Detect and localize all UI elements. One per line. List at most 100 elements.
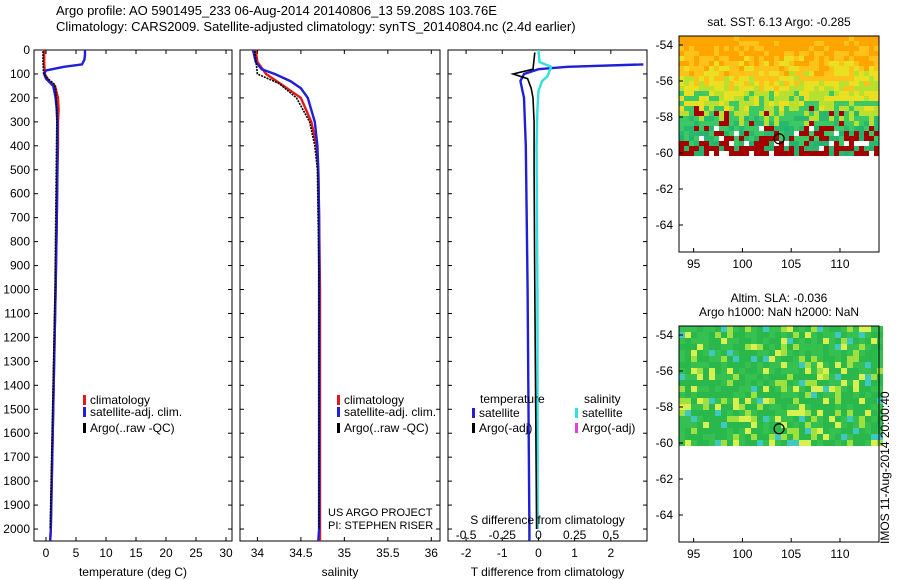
map-cell-sst bbox=[754, 96, 759, 101]
map-cell-sla bbox=[835, 428, 841, 434]
map-cell-sst bbox=[774, 51, 779, 56]
x-tick-label-top-difference: -0.25 bbox=[489, 528, 517, 542]
map-cell-sla bbox=[721, 398, 727, 404]
map-cell-sst bbox=[779, 116, 784, 121]
map-cell-sst bbox=[694, 76, 699, 81]
map-cell-sla bbox=[709, 434, 715, 440]
map-cell-sst bbox=[694, 91, 699, 96]
map-cell-sst bbox=[709, 106, 714, 111]
map-cell-sst bbox=[729, 106, 734, 111]
map-cell-sst bbox=[764, 81, 769, 86]
map-cell-sla bbox=[793, 380, 799, 386]
map-cell-sst bbox=[824, 106, 829, 111]
map-cell-sst bbox=[849, 56, 854, 61]
map-cell-sst bbox=[804, 151, 809, 156]
legend-temp-satellite-swatch bbox=[83, 407, 86, 417]
map-cell-sst bbox=[829, 116, 834, 121]
map-cell-sla bbox=[751, 416, 757, 422]
map-cell-sst bbox=[839, 36, 844, 41]
map-cell-sst bbox=[764, 46, 769, 51]
map-cell-sst bbox=[844, 116, 849, 121]
map-cell-sla bbox=[715, 368, 721, 374]
map-cell-sla bbox=[769, 344, 775, 350]
map-cell-sst bbox=[694, 106, 699, 111]
map-cell-sst bbox=[874, 36, 879, 41]
map-cell-sst bbox=[849, 86, 854, 91]
map-cell-sla bbox=[727, 350, 733, 356]
map-cell-sla bbox=[877, 374, 883, 380]
map-cell-sst bbox=[739, 91, 744, 96]
map-cell-sst bbox=[714, 51, 719, 56]
map-cell-sla bbox=[853, 386, 859, 392]
map-cell-sst bbox=[859, 121, 864, 126]
map-cell-sla bbox=[853, 344, 859, 350]
map-cell-sla bbox=[799, 422, 805, 428]
map-cell-sst bbox=[804, 126, 809, 131]
map-cell-sla bbox=[757, 386, 763, 392]
map-cell-sst bbox=[859, 61, 864, 66]
map-cell-sla bbox=[763, 398, 769, 404]
map-cell-sla bbox=[733, 386, 739, 392]
map-cell-sst bbox=[814, 111, 819, 116]
map-cell-sla bbox=[727, 392, 733, 398]
map-y-tick-label-sla: -60 bbox=[656, 436, 674, 450]
map-cell-sst bbox=[789, 66, 794, 71]
map-cell-sst bbox=[764, 56, 769, 61]
map-cell-sla bbox=[685, 368, 691, 374]
map-cell-sst bbox=[864, 121, 869, 126]
map-cell-sla bbox=[745, 368, 751, 374]
map-cell-sst bbox=[784, 56, 789, 61]
map-cell-sla bbox=[685, 404, 691, 410]
map-cell-sla bbox=[691, 362, 697, 368]
map-cell-sla bbox=[721, 368, 727, 374]
map-cell-sla bbox=[829, 416, 835, 422]
map-cell-sst bbox=[749, 36, 754, 41]
map-cell-sst bbox=[789, 41, 794, 46]
map-cell-sst bbox=[874, 96, 879, 101]
map-cell-sst bbox=[804, 106, 809, 111]
map-cell-sst bbox=[739, 136, 744, 141]
x-tick-label-top-difference: 0.5 bbox=[602, 528, 619, 542]
map-cell-sst bbox=[704, 66, 709, 71]
map-cell-sla bbox=[853, 368, 859, 374]
map-cell-sst bbox=[849, 61, 854, 66]
map-cell-sst bbox=[829, 151, 834, 156]
map-x-tick-label-sst: 95 bbox=[687, 257, 701, 271]
map-cell-sla bbox=[811, 350, 817, 356]
map-cell-sla bbox=[817, 374, 823, 380]
map-cell-sst bbox=[834, 41, 839, 46]
map-cell-sst bbox=[804, 61, 809, 66]
map-cell-sst bbox=[869, 36, 874, 41]
map-cell-sst bbox=[764, 111, 769, 116]
map-cell-sst bbox=[744, 96, 749, 101]
map-cell-sla bbox=[709, 332, 715, 338]
map-cell-sst bbox=[859, 91, 864, 96]
map-cell-sla bbox=[739, 368, 745, 374]
y-tick-label: 1100 bbox=[4, 306, 30, 320]
map-cell-sst bbox=[774, 151, 779, 156]
map-cell-sst bbox=[874, 136, 879, 141]
map-argo-marker-sst bbox=[773, 133, 785, 145]
map-cell-sla bbox=[877, 368, 883, 374]
map-cell-sla bbox=[769, 434, 775, 440]
map-cell-sst bbox=[704, 56, 709, 61]
map-cell-sst bbox=[734, 91, 739, 96]
map-cell-sst bbox=[774, 56, 779, 61]
map-cell-sst bbox=[724, 96, 729, 101]
map-heatmap-sst bbox=[679, 36, 879, 156]
map-cell-sst bbox=[739, 41, 744, 46]
map-cell-sst bbox=[804, 76, 809, 81]
y-tick-label: 900 bbox=[10, 259, 30, 273]
map-cell-sst bbox=[679, 96, 684, 101]
map-cell-sst bbox=[874, 46, 879, 51]
map-cell-sla bbox=[847, 380, 853, 386]
map-cell-sst bbox=[704, 106, 709, 111]
map-cell-sst bbox=[874, 141, 879, 146]
map-cell-sst bbox=[804, 91, 809, 96]
map-cell-sst bbox=[724, 141, 729, 146]
map-cell-sst bbox=[734, 136, 739, 141]
map-cell-sst bbox=[829, 46, 834, 51]
map-cell-sla bbox=[703, 392, 709, 398]
map-cell-sst bbox=[769, 141, 774, 146]
map-cell-sst bbox=[739, 81, 744, 86]
